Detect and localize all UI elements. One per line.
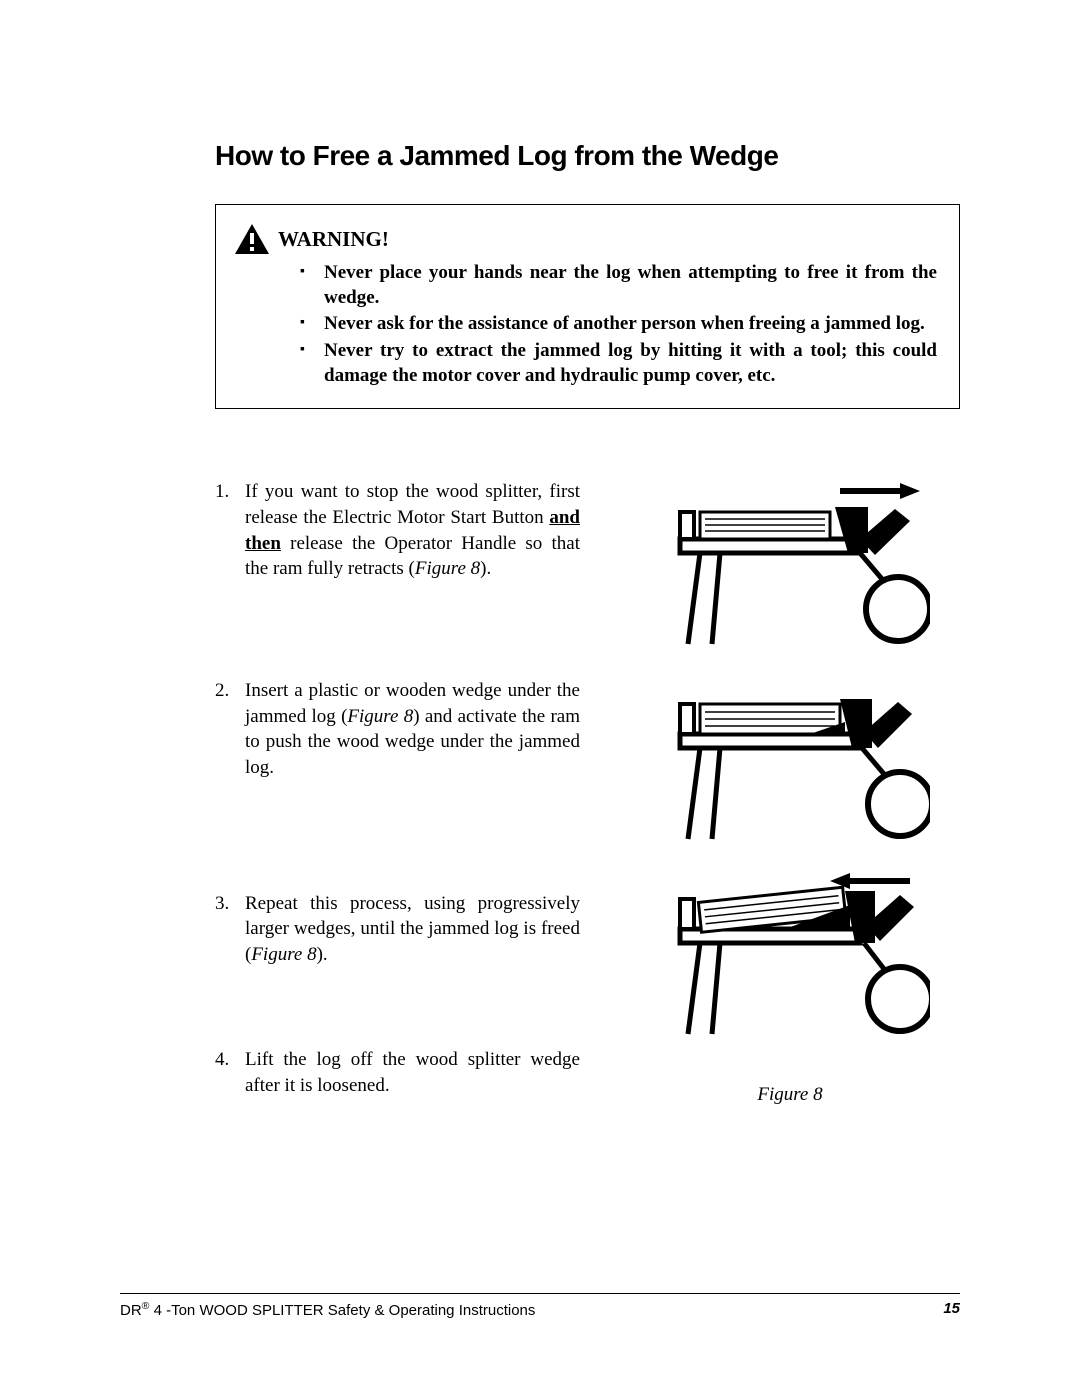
- warning-list: Never place your hands near the log when…: [234, 261, 937, 388]
- footer-title: DR® 4 -Ton WOOD SPLITTER Safety & Operat…: [120, 1300, 535, 1319]
- step-2: 2. Insert a plastic or wooden wedge unde…: [215, 678, 580, 781]
- step-number: 1.: [215, 479, 245, 582]
- step-number: 4.: [215, 1047, 245, 1098]
- figure-reference: Figure 8: [415, 558, 480, 579]
- step-text: If you want to stop the wood splitter, f…: [245, 479, 580, 582]
- manual-page: How to Free a Jammed Log from the Wedge …: [0, 0, 1080, 1397]
- step-text-part: ).: [317, 944, 328, 965]
- figure-8-step2: [650, 674, 930, 844]
- warning-icon: [234, 223, 270, 255]
- figure-8-step3: [650, 869, 930, 1039]
- step-text-part: ).: [480, 558, 491, 579]
- step-number: 2.: [215, 678, 245, 781]
- figure-8-step1: [650, 479, 930, 649]
- warning-header: WARNING!: [234, 223, 937, 255]
- step-1: 1. If you want to stop the wood splitter…: [215, 479, 580, 582]
- step-number: 3.: [215, 891, 245, 968]
- page-title: How to Free a Jammed Log from the Wedge: [215, 140, 960, 172]
- warning-item: Never ask for the assistance of another …: [324, 312, 937, 337]
- figures-column: Figure 8: [620, 479, 960, 1106]
- step-4: 4. Lift the log off the wood splitter we…: [215, 1047, 580, 1098]
- page-footer: DR® 4 -Ton WOOD SPLITTER Safety & Operat…: [120, 1293, 960, 1319]
- warning-item: Never place your hands near the log when…: [324, 261, 937, 310]
- steps-column: 1. If you want to stop the wood splitter…: [215, 479, 580, 1106]
- figure-reference: Figure 8: [347, 706, 413, 727]
- step-text-part: release the Operator Handle so that the …: [245, 533, 580, 580]
- footer-text: 4 -Ton WOOD SPLITTER Safety & Operating …: [149, 1302, 535, 1319]
- figure-reference: Figure 8: [251, 944, 316, 965]
- warning-item: Never try to extract the jammed log by h…: [324, 339, 937, 388]
- step-3: 3. Repeat this process, using progressiv…: [215, 891, 580, 968]
- step-text: Repeat this process, using progressively…: [245, 891, 580, 968]
- warning-box: WARNING! Never place your hands near the…: [215, 204, 960, 409]
- step-text-part: If you want to stop the wood splitter, f…: [245, 481, 580, 528]
- warning-label: WARNING!: [278, 227, 389, 252]
- page-number: 15: [943, 1300, 960, 1319]
- footer-text: DR: [120, 1302, 142, 1319]
- content-row: 1. If you want to stop the wood splitter…: [215, 479, 960, 1106]
- figure-caption: Figure 8: [757, 1084, 822, 1106]
- step-text: Insert a plastic or wooden wedge under t…: [245, 678, 580, 781]
- step-text: Lift the log off the wood splitter wedge…: [245, 1047, 580, 1098]
